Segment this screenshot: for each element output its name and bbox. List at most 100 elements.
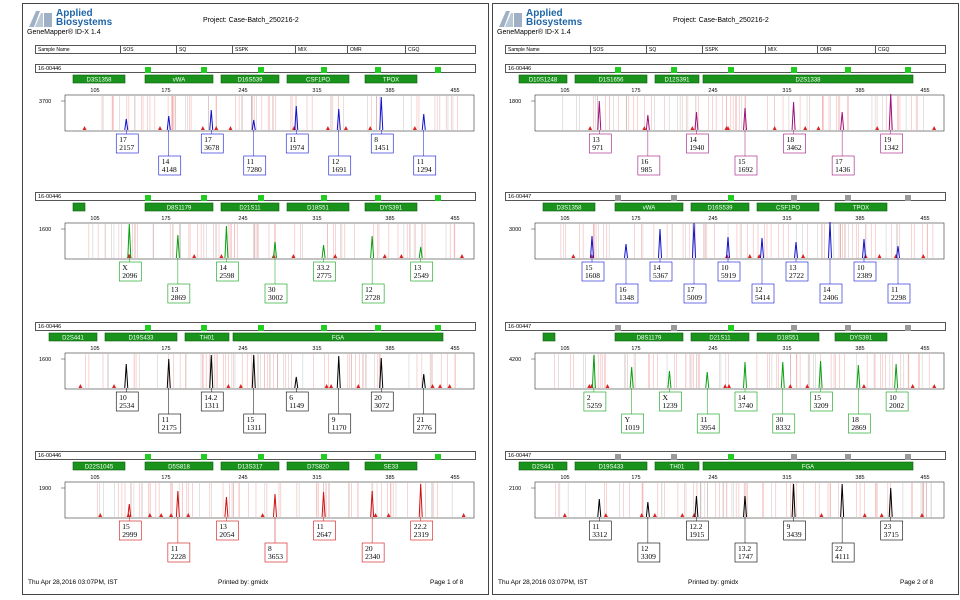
header-col-omr: OMR (347, 46, 405, 54)
allele-peak (658, 228, 662, 259)
off-ladder-marker (438, 384, 443, 388)
marker-label: D21S11 (239, 206, 261, 212)
allele-peak (294, 376, 299, 389)
applied-biosystems-logo-icon (29, 11, 52, 27)
allele-height: 3954 (700, 423, 715, 432)
electropherogram-panel: 16-00447 D8S1179 D21S11 D18S51 DYS391 105 175 2… (505, 322, 946, 442)
allele-label: 11 (317, 522, 324, 531)
sample-row: 16-00447 (505, 322, 946, 331)
size-tick-label: 175 (631, 346, 640, 352)
allele-height: 1311 (247, 423, 262, 432)
marker-label: DYS391 (850, 336, 873, 342)
software-version: GeneMapper® ID-X 1.4 (497, 29, 571, 36)
allele-height: 1747 (738, 552, 753, 561)
allele-peak (791, 101, 796, 131)
marker-label: D3S1358 (556, 206, 582, 212)
electropherogram-panel: 16-00446 D2S441 D19S433 TH01 FGA 105 175 245 315… (35, 322, 476, 442)
marker-label: FGA (802, 465, 814, 471)
off-ladder-marker (373, 513, 378, 517)
size-tick-label: 315 (782, 88, 791, 94)
allele-peak (888, 487, 893, 518)
allele-label: 14 (653, 263, 661, 272)
quality-flag (321, 454, 327, 460)
allele-height: 2406 (823, 293, 838, 302)
allele-label: 14.2 (204, 393, 217, 402)
marker-bin: D7S820 (286, 461, 350, 471)
allele-peak (597, 100, 602, 131)
allele-label: 12.2 (689, 522, 702, 531)
quality-flag (615, 67, 621, 73)
plot-frame (534, 352, 945, 390)
applied-biosystems-logo-icon (499, 11, 522, 27)
size-tick-label: 385 (855, 346, 864, 352)
allele-height: 1239 (662, 401, 677, 410)
allele-height: 1608 (585, 271, 600, 280)
off-ladder-marker (861, 384, 866, 388)
off-ladder-marker (382, 254, 387, 258)
